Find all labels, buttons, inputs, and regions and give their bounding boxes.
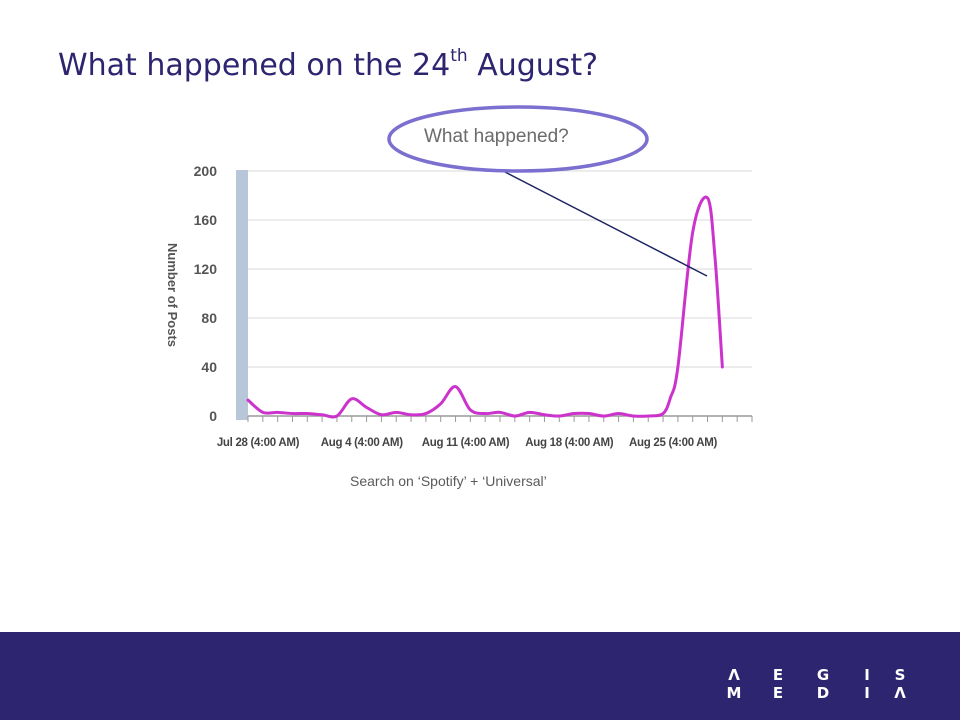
series-line-posts — [246, 195, 724, 419]
x-tick-marks — [247, 416, 753, 422]
callout-bubble — [387, 105, 649, 173]
y-tick-label: 160 — [194, 212, 218, 228]
y-tick-label: 120 — [194, 261, 218, 277]
x-tick-label: Aug 18 (4:00 AM) — [525, 437, 614, 449]
logo-letter: M — [727, 684, 742, 700]
callout-pointer — [504, 171, 708, 277]
logo-letter: E — [773, 684, 783, 700]
logo-letter: Λ — [728, 666, 740, 684]
page-title: What happened on the 24th August? — [58, 46, 599, 83]
title-tail: August? — [467, 48, 599, 83]
logo-letter: E — [773, 666, 783, 684]
x-tick-label: Aug 4 (4:00 AM) — [321, 437, 403, 449]
chart-caption: Search on ‘Spotify’ + ‘Universal’ — [350, 473, 547, 489]
logo-letter: D — [817, 684, 829, 700]
y-tick-label: 200 — [194, 163, 218, 179]
title-main: What happened on the 24 — [58, 48, 451, 83]
x-tick-label: Aug 25 (4:00 AM) — [629, 437, 718, 449]
y-tick-label: 40 — [201, 359, 217, 375]
x-tick-label: Jul 28 (4:00 AM) — [217, 437, 300, 449]
logo-letter: Λ — [894, 684, 906, 700]
logo-letter: I — [864, 684, 870, 700]
y-axis-label: Number of Posts — [165, 243, 180, 347]
footer-bar — [0, 632, 960, 720]
title-ordinal-suffix: th — [450, 46, 468, 66]
y-axis-bar — [236, 170, 248, 420]
x-tick-label: Aug 11 (4:00 AM) — [422, 437, 510, 449]
logo-letter: S — [895, 666, 906, 684]
y-tick-labels: 0 40 80 120 160 200 — [194, 163, 218, 424]
x-tick-labels: Jul 28 (4:00 AM) Aug 4 (4:00 AM) Aug 11 (4… — [217, 437, 718, 449]
y-tick-label: 0 — [209, 408, 217, 424]
logo-letter: I — [864, 666, 870, 684]
y-tick-label: 80 — [201, 310, 217, 326]
callout-text: What happened? — [424, 126, 569, 147]
aegis-media-logo: Λ E G I S M E D I Λ — [727, 666, 907, 700]
logo-letter: G — [817, 666, 829, 684]
